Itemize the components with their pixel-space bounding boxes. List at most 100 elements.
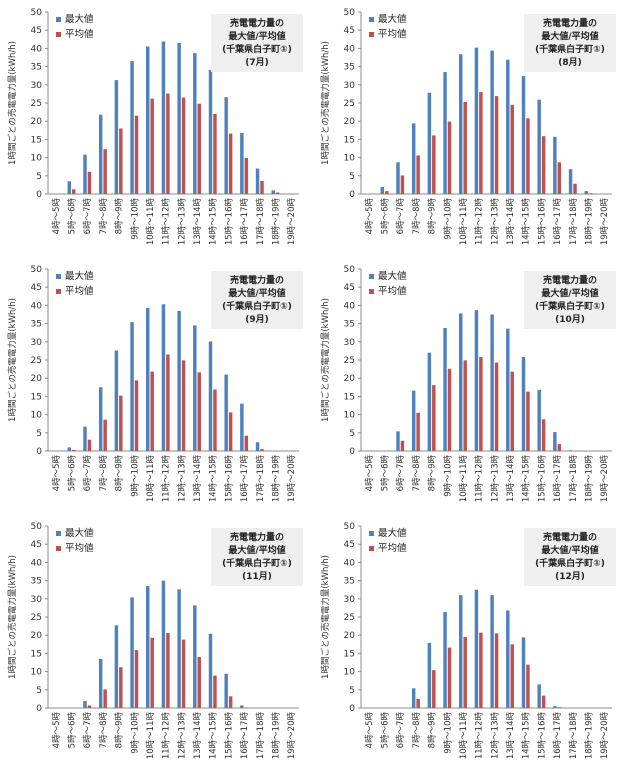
x-tick-label: 15時～16時 [537,455,547,503]
bar-max [177,311,180,451]
bar-max [256,442,259,451]
x-tick-label: 18時～19時 [271,712,281,760]
x-tick-label: 6時～7時 [396,712,406,749]
bar-max [490,51,493,194]
x-tick-label: 10時～11時 [459,455,469,503]
y-tick-label: 15 [344,392,355,402]
chart-title-line: 最大値/平均値 [541,287,598,299]
x-tick-label: 6時～7時 [83,455,93,492]
bar-max [193,605,196,708]
bar-max [459,313,462,451]
bar-max [224,375,227,451]
bar-avg [103,689,106,708]
x-tick-label: 15時～16時 [224,455,234,503]
x-tick-label: 10時～11時 [146,712,156,760]
x-tick-label: 7時～8時 [99,198,109,235]
bar-avg [135,380,138,451]
y-tick-label: 5 [349,429,355,439]
x-tick-label: 7時～8時 [99,455,109,492]
legend-label: 最大値 [65,270,94,282]
bar-max [585,191,588,194]
x-tick-label: 8時～9時 [428,712,438,749]
bar-avg [479,633,482,708]
bar-avg [198,104,201,194]
bar-avg [432,385,435,451]
x-tick-label: 12時～13時 [177,712,187,760]
x-tick-label: 4時～5時 [52,198,62,235]
x-tick-label: 15時～16時 [224,198,234,246]
bar-max [428,93,431,194]
x-tick-label: 10時～11時 [146,198,156,246]
y-tick-label: 25 [31,99,42,109]
bar-avg [213,114,216,194]
bar-max [130,322,133,451]
x-tick-label: 12時～13時 [490,198,500,246]
bar-max [224,674,227,708]
bar-avg [182,360,185,451]
x-tick-label: 17時～18時 [256,455,266,503]
bar-max [115,625,118,708]
bar-avg [276,193,279,194]
bar-max [412,688,415,708]
y-tick-label: 25 [344,613,355,623]
x-tick-label: 14時～15時 [209,198,219,246]
y-tick-label: 0 [36,447,42,457]
y-tick-label: 5 [349,686,355,696]
bar-max [177,43,180,194]
bar-max [162,41,165,194]
x-tick-label: 5時～6時 [68,198,78,235]
legend-swatch [369,546,374,551]
legend-label: 平均値 [65,285,94,297]
bar-avg [526,665,529,708]
x-tick-label: 4時～5時 [52,455,62,492]
bar-max [240,133,243,194]
bar-max [475,310,478,451]
bar-max [428,643,431,708]
bar-avg [511,105,514,194]
x-tick-label: 5時～6時 [68,455,78,492]
bar-avg [542,136,545,194]
bar-max [522,357,525,451]
y-tick-label: 40 [31,301,43,311]
x-tick-label: 9時～10時 [443,712,453,754]
y-axis-label: 1時間ごとの売電電力量(kWh/h) [320,298,331,422]
y-tick-label: 40 [31,44,43,54]
y-tick-label: 25 [344,99,355,109]
bar-avg [495,96,498,194]
bar-avg [213,676,216,708]
x-tick-label: 8時～9時 [115,455,125,492]
y-tick-label: 30 [344,81,356,91]
bar-chart: 1時間ごとの売電電力量(kWh/h)051015202530354045504時… [313,514,626,771]
x-tick-label: 18時～19時 [584,712,594,760]
bar-max [522,637,525,708]
x-tick-label: 19時～20時 [287,712,297,760]
x-tick-label: 17時～18時 [569,712,579,760]
bar-max [209,70,212,194]
bar-avg [103,420,106,451]
bar-max [193,325,196,451]
bar-max [459,595,462,708]
x-tick-label: 18時～19時 [584,455,594,503]
y-tick-label: 50 [344,8,356,18]
x-tick-label: 7時～8時 [412,198,422,235]
bar-max [553,137,556,194]
x-tick-label: 15時～16時 [537,712,547,760]
y-tick-label: 20 [31,117,43,127]
chart-title-line: 最大値/平均値 [541,544,598,556]
y-tick-label: 45 [31,540,42,550]
x-tick-label: 12時～13時 [177,455,187,503]
x-tick-label: 19時～20時 [287,455,297,503]
bar-avg [416,413,419,451]
x-tick-label: 11時～12時 [162,712,172,760]
bar-chart: 1時間ごとの売電電力量(kWh/h)051015202530354045504時… [313,257,626,514]
y-tick-label: 10 [31,668,43,678]
bar-avg [463,102,466,194]
x-tick-label: 4時～5時 [365,198,375,235]
x-tick-label: 15時～16時 [537,198,547,246]
x-tick-label: 14時～15時 [522,455,532,503]
bar-avg [432,670,435,708]
x-tick-label: 16時～17時 [240,712,250,760]
bar-avg [589,193,592,194]
